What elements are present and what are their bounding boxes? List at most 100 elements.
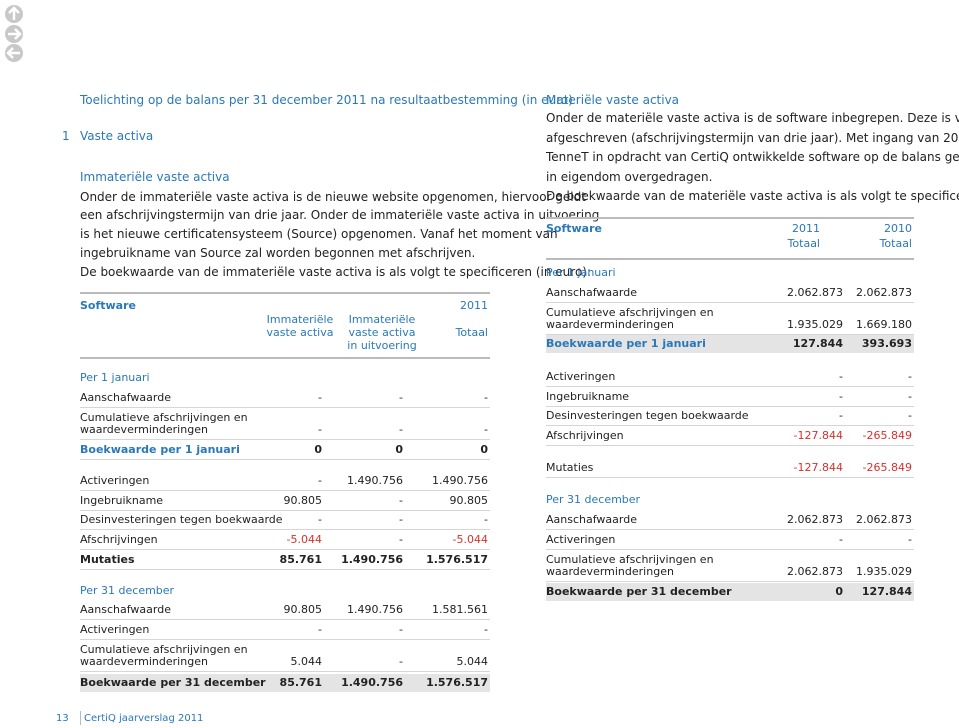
- rule: [80, 292, 490, 294]
- cell: -: [484, 423, 488, 436]
- header: 2010: [884, 222, 912, 235]
- header: Immateriële: [348, 313, 416, 326]
- row-label: waardeverminderingen: [546, 318, 674, 331]
- cell: 1.490.756: [432, 474, 488, 487]
- row-label: Aanschafwaarde: [546, 513, 637, 526]
- row-label: Aanschafwaarde: [80, 603, 171, 616]
- row-rule: [546, 529, 914, 530]
- row-rule: [546, 386, 914, 387]
- cell: 2.062.873: [856, 513, 912, 526]
- cell: 5.044: [290, 655, 323, 668]
- row-label: Afschrijvingen: [546, 429, 624, 442]
- row-label: Boekwaarde per 31 december: [546, 585, 732, 598]
- cell: 393.693: [861, 337, 912, 350]
- row-label: Activeringen: [80, 623, 150, 636]
- cell: 85.761: [279, 553, 322, 566]
- cell: 1.490.756: [347, 474, 403, 487]
- cell: -: [484, 513, 488, 526]
- section-label: Per 1 januari: [80, 371, 150, 384]
- paragraph-line: afgeschreven (afschrijvingstermijn van d…: [546, 131, 959, 145]
- cell: -: [318, 513, 322, 526]
- cell: -: [399, 391, 403, 404]
- row-rule: [80, 619, 490, 620]
- cell: 5.044: [456, 655, 489, 668]
- paragraph-line: De boekwaarde van de materiële vaste act…: [546, 189, 959, 203]
- title: Toelichting op de balans per 31 december…: [80, 93, 573, 107]
- row-rule: [80, 529, 490, 530]
- cell: 1.576.517: [426, 553, 488, 566]
- paragraph-line: in eigendom overgedragen.: [546, 170, 713, 184]
- row-background: [546, 583, 914, 601]
- cell: -: [318, 623, 322, 636]
- cell: 1.576.517: [426, 676, 488, 689]
- section-label: Per 31 december: [80, 584, 175, 597]
- nav-icons: [5, 5, 23, 62]
- row-label: waardeverminderingen: [80, 655, 208, 668]
- cell: -: [839, 370, 843, 383]
- cell: 127.844: [792, 337, 843, 350]
- cell: 0: [835, 585, 843, 598]
- cell: -: [399, 533, 403, 546]
- cell: 2.062.873: [787, 565, 843, 578]
- row-rule: [80, 569, 490, 570]
- row-label: Cumulatieve afschrijvingen en: [546, 553, 714, 566]
- cell: 0: [480, 443, 488, 456]
- rule: [546, 217, 914, 219]
- paragraph-line: TenneT in opdracht van CertiQ ontwikkeld…: [546, 150, 959, 164]
- cell: -: [908, 533, 912, 546]
- row-label: Cumulatieve afschrijvingen en: [80, 411, 248, 424]
- row-label: Boekwaarde per 31 december: [80, 676, 266, 689]
- cell: 2.062.873: [787, 513, 843, 526]
- row-rule: [546, 549, 914, 550]
- paragraph-line: De boekwaarde van de immateriële vaste a…: [80, 265, 592, 279]
- cell: 1.490.756: [341, 553, 403, 566]
- row-rule: [546, 581, 914, 582]
- cell: -: [399, 494, 403, 507]
- section-label: Per 31 december: [546, 493, 641, 506]
- paragraph-line: is het nieuwe certificatensysteem (Sourc…: [80, 227, 558, 241]
- header: Totaal: [787, 237, 820, 250]
- row-background: [80, 674, 490, 692]
- footer-text: CertiQ jaarverslag 2011: [84, 713, 204, 724]
- cell: 85.761: [279, 676, 322, 689]
- cell: -: [484, 623, 488, 636]
- cell: 90.805: [283, 494, 323, 507]
- row-rule: [80, 459, 490, 460]
- header: vaste activa: [348, 326, 416, 339]
- row-rule: [80, 439, 490, 440]
- row-label: Aanschafwaarde: [80, 391, 171, 404]
- cell: 1.581.561: [432, 603, 488, 616]
- rule: [80, 357, 490, 359]
- cell: 1.935.029: [787, 318, 843, 331]
- row-label: Mutaties: [80, 553, 135, 566]
- row-rule: [546, 406, 914, 407]
- cell: -127.844: [793, 461, 843, 474]
- row-rule: [546, 334, 914, 335]
- cell: -: [908, 390, 912, 403]
- rule: [546, 258, 914, 260]
- row-rule: [546, 302, 914, 303]
- row-rule: [80, 671, 490, 672]
- header-software: Software: [546, 222, 602, 235]
- section-title: Vaste activa: [80, 129, 154, 143]
- row-label: Mutaties: [546, 461, 594, 474]
- cell: 1.669.180: [856, 318, 912, 331]
- row-rule: [80, 549, 490, 550]
- row-rule: [546, 425, 914, 426]
- paragraph-line: Onder de materiële vaste activa is de so…: [546, 111, 959, 125]
- row-label: Activeringen: [546, 370, 616, 383]
- cell: -: [318, 423, 322, 436]
- row-label: Ingebruikname: [546, 390, 630, 403]
- row-label: Cumulatieve afschrijvingen en: [546, 306, 714, 319]
- cell: -265.849: [862, 461, 912, 474]
- cell: -127.844: [793, 429, 843, 442]
- row-label: Boekwaarde per 1 januari: [80, 443, 240, 456]
- cell: 1.490.756: [347, 603, 403, 616]
- cell: -: [399, 623, 403, 636]
- cell: -265.849: [862, 429, 912, 442]
- header: Totaal: [455, 326, 488, 339]
- row-label: Desinvesteringen tegen boekwaarde: [80, 513, 283, 526]
- row-rule: [80, 510, 490, 511]
- row-label: Boekwaarde per 1 januari: [546, 337, 706, 350]
